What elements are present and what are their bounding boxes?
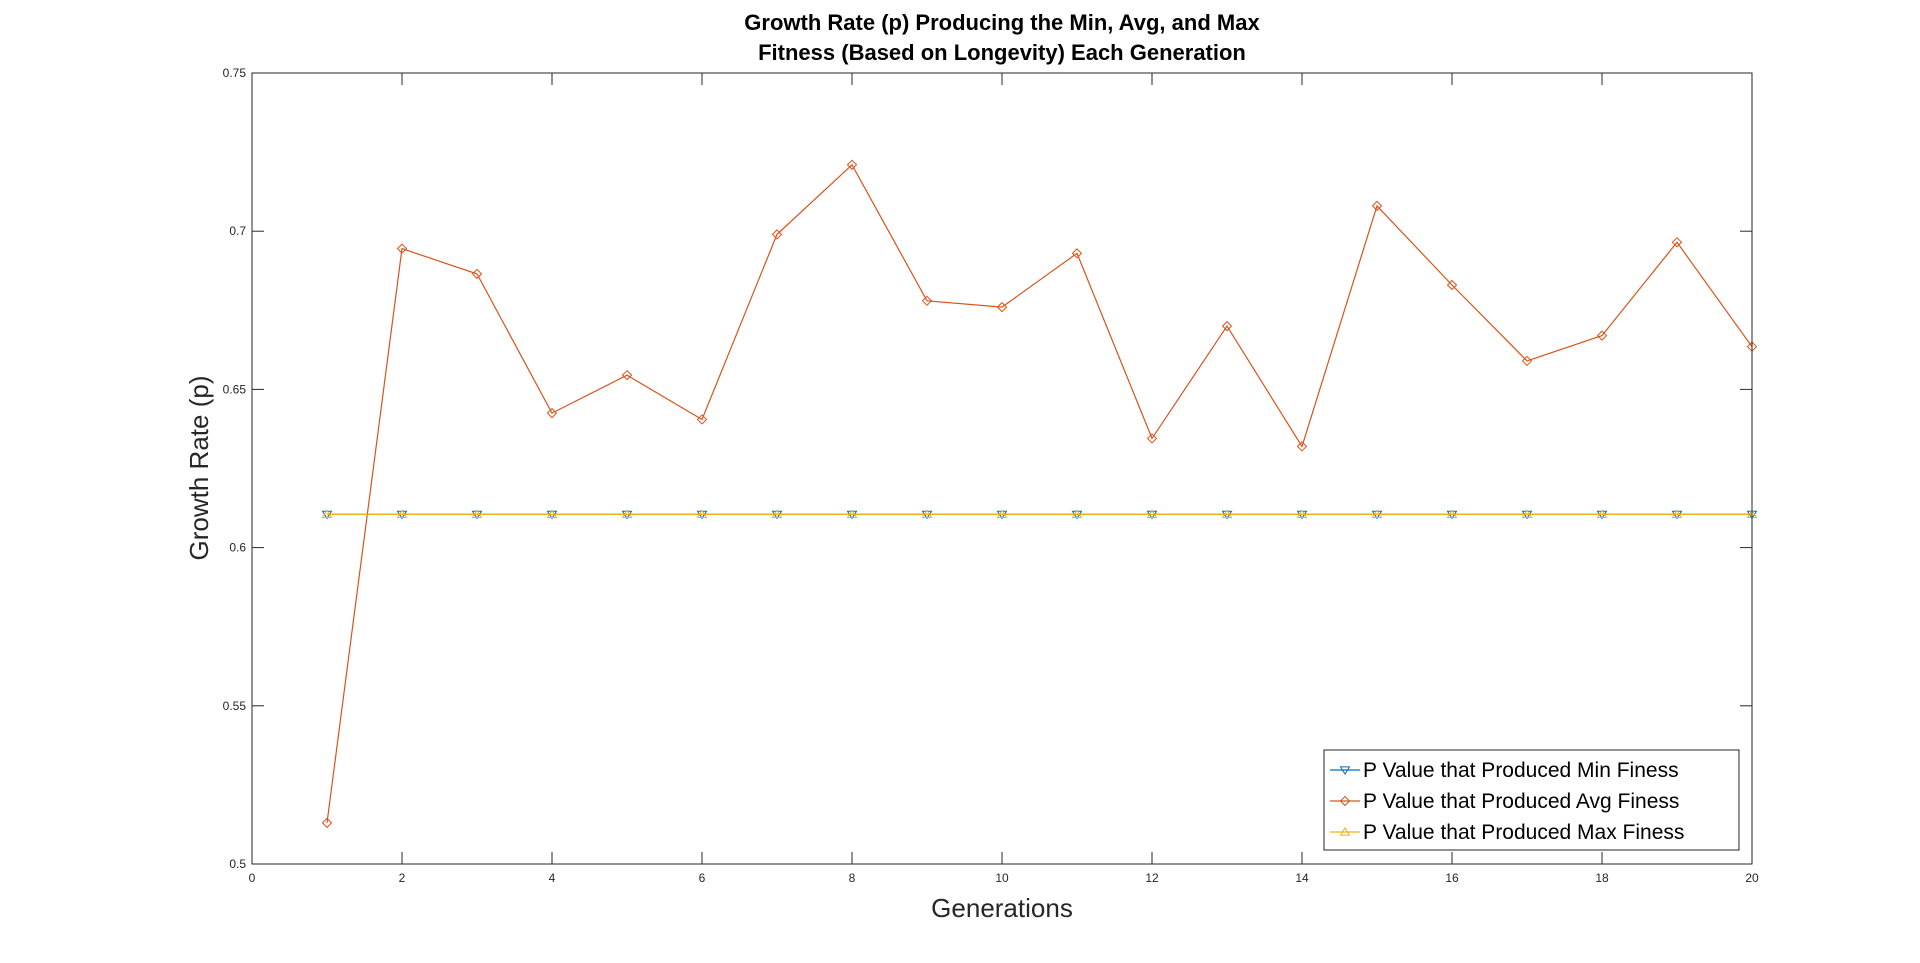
x-axis-ticks: 0 2 4 6 8 10 12 14 16 18 20 — [249, 73, 1759, 885]
series-2 — [321, 159, 1758, 829]
data-point — [1296, 509, 1308, 519]
data-point — [1371, 200, 1383, 212]
data-point — [921, 509, 933, 519]
y-axis-label: Growth Rate (p) — [184, 376, 214, 561]
y-tick-label: 0.55 — [223, 699, 247, 713]
data-point — [471, 509, 483, 519]
data-point — [621, 509, 633, 519]
data-point — [696, 414, 708, 425]
x-tick-label: 12 — [1145, 871, 1159, 885]
x-tick-label: 4 — [549, 871, 556, 885]
legend-entry-label: P Value that Produced Max Finess — [1363, 821, 1684, 844]
legend-entry-label: P Value that Produced Min Finess — [1363, 759, 1679, 782]
y-tick-label: 0.75 — [223, 66, 247, 80]
y-tick-label: 0.65 — [223, 382, 247, 396]
data-point — [1146, 509, 1158, 519]
data-point — [321, 817, 333, 829]
data-point — [996, 301, 1008, 313]
series-layer — [321, 159, 1758, 829]
data-point — [996, 509, 1008, 519]
chart-title-line-1: Growth Rate (p) Producing the Min, Avg, … — [744, 10, 1260, 35]
data-point — [1671, 237, 1683, 248]
data-point — [846, 509, 858, 519]
data-point — [1596, 509, 1608, 519]
series-3 — [321, 509, 1758, 519]
legend-swatch-marker — [1339, 795, 1351, 807]
x-tick-label: 6 — [699, 871, 706, 885]
data-point — [1671, 509, 1683, 519]
data-point — [1221, 320, 1233, 332]
data-point — [771, 229, 783, 240]
x-tick-label: 14 — [1295, 871, 1309, 885]
y-tick-label: 0.7 — [229, 224, 246, 238]
plot-area — [252, 73, 1752, 864]
x-tick-label: 8 — [849, 871, 856, 885]
y-axis-ticks: 0.5 0.55 0.6 0.65 0.7 0.75 — [223, 66, 1752, 871]
x-tick-label: 0 — [249, 871, 256, 885]
data-point — [1071, 248, 1083, 259]
x-tick-label: 10 — [995, 871, 1009, 885]
data-point — [1296, 441, 1308, 452]
data-point — [621, 369, 633, 381]
data-point — [396, 243, 408, 254]
data-point — [396, 509, 408, 519]
data-point — [1521, 355, 1533, 367]
legend-swatch-marker — [1339, 766, 1351, 775]
x-tick-label: 18 — [1595, 871, 1609, 885]
data-point — [546, 509, 558, 519]
legend: P Value that Produced Min Finess P Value … — [1323, 749, 1740, 851]
data-point — [921, 295, 933, 307]
chart-title-line-2: Fitness (Based on Longevity) Each Genera… — [758, 40, 1246, 65]
data-point — [1446, 509, 1458, 519]
data-point — [1596, 330, 1608, 341]
series-line — [326, 163, 1753, 823]
legend-box — [1323, 749, 1740, 851]
data-point — [546, 407, 558, 419]
data-point — [1221, 509, 1233, 519]
data-point — [1371, 509, 1383, 519]
data-point — [1446, 279, 1458, 291]
x-tick-label: 2 — [399, 871, 406, 885]
data-point — [1521, 509, 1533, 519]
y-tick-label: 0.6 — [229, 541, 246, 555]
data-point — [471, 268, 483, 280]
x-tick-label: 16 — [1445, 871, 1459, 885]
data-point — [321, 509, 333, 519]
x-tick-label: 20 — [1745, 871, 1759, 885]
legend-swatch-marker — [1339, 827, 1351, 836]
data-point — [771, 509, 783, 519]
data-point — [1071, 509, 1083, 519]
data-point — [696, 509, 708, 519]
data-point — [1146, 433, 1158, 444]
x-axis-label: Generations — [931, 893, 1073, 923]
y-tick-label: 0.5 — [229, 857, 246, 871]
data-point — [846, 159, 858, 170]
legend-entry-label: P Value that Produced Avg Finess — [1363, 790, 1679, 813]
